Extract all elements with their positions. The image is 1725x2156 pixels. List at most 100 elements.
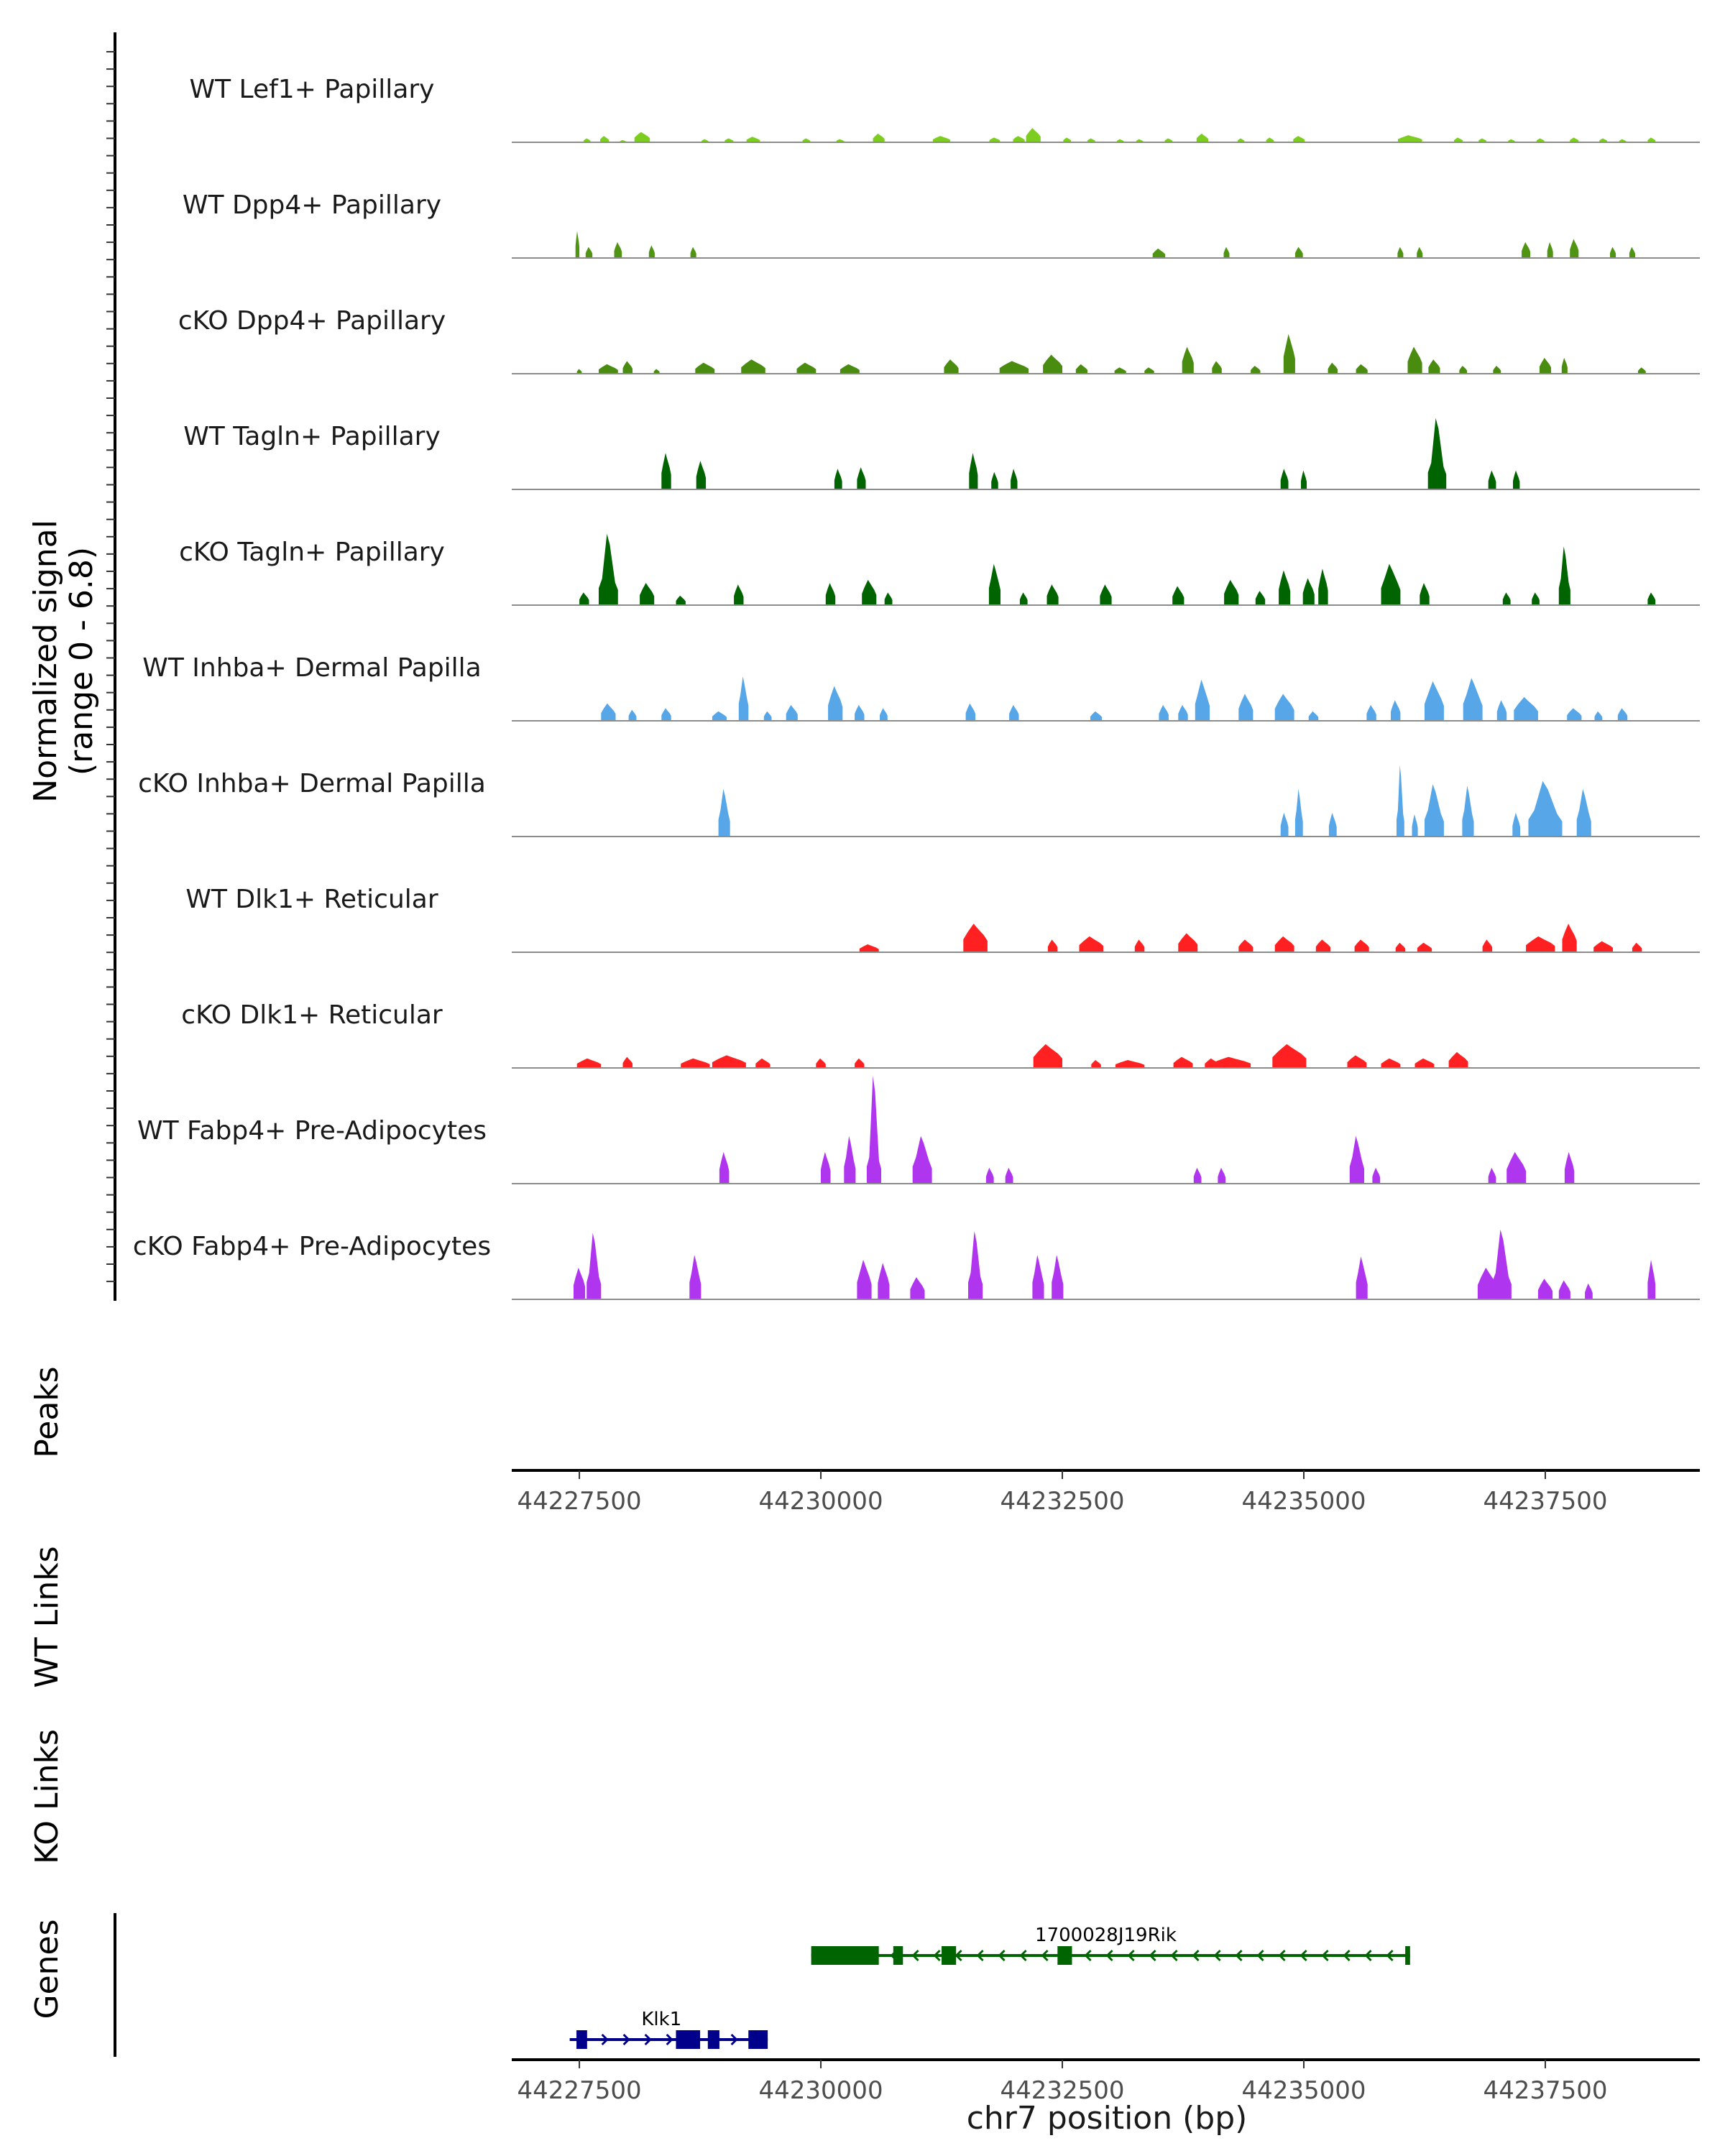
signal-y-axis	[106, 32, 116, 1301]
coverage-peak	[575, 231, 580, 258]
coverage-peak	[857, 467, 866, 489]
strand-arrow	[1343, 1949, 1351, 1962]
gene-exon	[748, 2030, 768, 2049]
coverage-peak	[1172, 586, 1184, 605]
coverage-peak	[932, 136, 951, 142]
coverage-peak	[1629, 247, 1635, 258]
coverage-peak	[718, 788, 730, 837]
coverage-peak	[1414, 1058, 1435, 1068]
strand-arrow	[1235, 1949, 1243, 1962]
coverage-peak	[1173, 1056, 1193, 1068]
coverage-peak	[912, 1135, 932, 1184]
strand-arrow	[1105, 1949, 1113, 1962]
coverage-peak	[816, 1058, 826, 1068]
x-tick-label: 44230000	[759, 1487, 883, 1516]
coverage-peak	[786, 704, 798, 721]
coverage-tracks: WT Lef1+ Papillary WT Dpp4+ Papillary cKO …	[133, 75, 1700, 1300]
coverage-peak	[1178, 704, 1188, 721]
coverage-peak	[1117, 139, 1124, 142]
coverage-peak	[1514, 696, 1538, 721]
coverage-peak	[763, 711, 772, 721]
coverage-peak	[1558, 546, 1570, 605]
coverage-peak	[1274, 694, 1294, 721]
coverage-peak	[1381, 1058, 1401, 1068]
coverage-peak	[1570, 239, 1579, 258]
coverage-track: WT Fabp4+ Pre-Adipocytes	[137, 1076, 1700, 1184]
coverage-peak	[601, 703, 616, 721]
coverage-peak	[1193, 1167, 1202, 1184]
gene-exon	[893, 1946, 903, 1965]
coverage-peak	[1594, 711, 1603, 721]
coverage-peak	[738, 676, 749, 721]
y-axis-label-line1: Normalized signal	[27, 520, 64, 803]
coverage-peak	[689, 1255, 702, 1299]
coverage-peak	[648, 245, 655, 258]
coverage-peak	[1280, 469, 1289, 489]
coverage-track: cKO Tagln+ Papillary	[179, 533, 1700, 606]
coverage-peak	[622, 361, 632, 374]
strand-arrow	[1256, 1949, 1264, 1962]
gene-exon	[942, 1946, 957, 1965]
coverage-peak	[1576, 788, 1591, 837]
coverage-peak	[681, 1058, 710, 1068]
coverage-track: WT Inhba+ Dermal Papilla	[142, 653, 1700, 722]
coverage-peak	[1356, 1256, 1368, 1299]
coverage-peak	[755, 1058, 770, 1068]
wt-links-track-label: WT Links	[29, 1546, 65, 1687]
coverage-peak	[1428, 359, 1440, 374]
coverage-peak	[1218, 1167, 1226, 1184]
strand-arrow	[644, 2033, 652, 2046]
x-tick-label: 44227500	[518, 1487, 642, 1516]
coverage-peak	[1561, 357, 1568, 374]
strand-arrow	[1321, 1949, 1329, 1962]
coverage-peak	[1420, 583, 1430, 605]
coverage-peak	[1212, 1056, 1251, 1068]
coverage-peak	[944, 359, 959, 374]
coverage-peak	[1539, 357, 1551, 374]
coverage-peak	[1026, 128, 1041, 142]
coverage-peak	[1237, 138, 1245, 142]
strand-arrow	[954, 1949, 962, 1962]
coverage-peak	[719, 1151, 730, 1184]
strand-arrow	[1278, 1949, 1286, 1962]
coverage-peak	[1011, 469, 1018, 489]
coverage-peak	[859, 944, 879, 952]
coverage-peak	[1063, 137, 1072, 142]
gene-annotation-track: 1700028J19Rik Klk1	[114, 1913, 1410, 2057]
gene-exon	[1057, 1946, 1072, 1965]
coverage-peak	[661, 708, 671, 721]
x-axis-upper: 44227500 44230000 44232500 44235000 44237500	[512, 1469, 1700, 1516]
gene-name-label: Klk1	[641, 2009, 681, 2030]
coverage-peak	[1532, 592, 1540, 605]
coverage-peak	[1114, 367, 1126, 374]
coverage-track: cKO Dpp4+ Papillary	[178, 306, 1700, 374]
coverage-peak	[1178, 933, 1198, 952]
coverage-peak	[1238, 939, 1254, 952]
coverage-peak	[576, 1058, 602, 1068]
coverage-peak	[884, 592, 893, 605]
coverage-peak	[1328, 812, 1337, 837]
coverage-peak	[1459, 366, 1468, 374]
coverage-peak	[1152, 248, 1166, 258]
coverage-peak	[676, 595, 686, 605]
coverage-peak	[965, 703, 976, 721]
strand-arrow	[1041, 1949, 1049, 1962]
coverage-peak	[696, 461, 707, 489]
coverage-peak	[1280, 812, 1289, 837]
coverage-track: cKO Dlk1+ Reticular	[181, 1000, 1700, 1069]
coverage-peak	[1052, 1255, 1064, 1299]
coverage-peak	[844, 1135, 856, 1184]
coverage-peak	[1488, 1167, 1496, 1184]
coverage-peak	[1308, 711, 1319, 721]
coverage-peak	[1395, 942, 1406, 952]
x-tick-label: 44230000	[759, 2076, 883, 2105]
coverage-peak	[1478, 138, 1486, 142]
coverage-peak	[873, 133, 885, 142]
coverage-peak	[1477, 1267, 1497, 1299]
coverage-peak	[702, 139, 709, 142]
coverage-peak	[1272, 1044, 1307, 1068]
strand-arrow	[622, 2033, 630, 2046]
coverage-track: cKO Inhba+ Dermal Papilla	[138, 765, 1700, 837]
y-axis-label-line2: (range 0 - 6.8)	[63, 547, 100, 775]
